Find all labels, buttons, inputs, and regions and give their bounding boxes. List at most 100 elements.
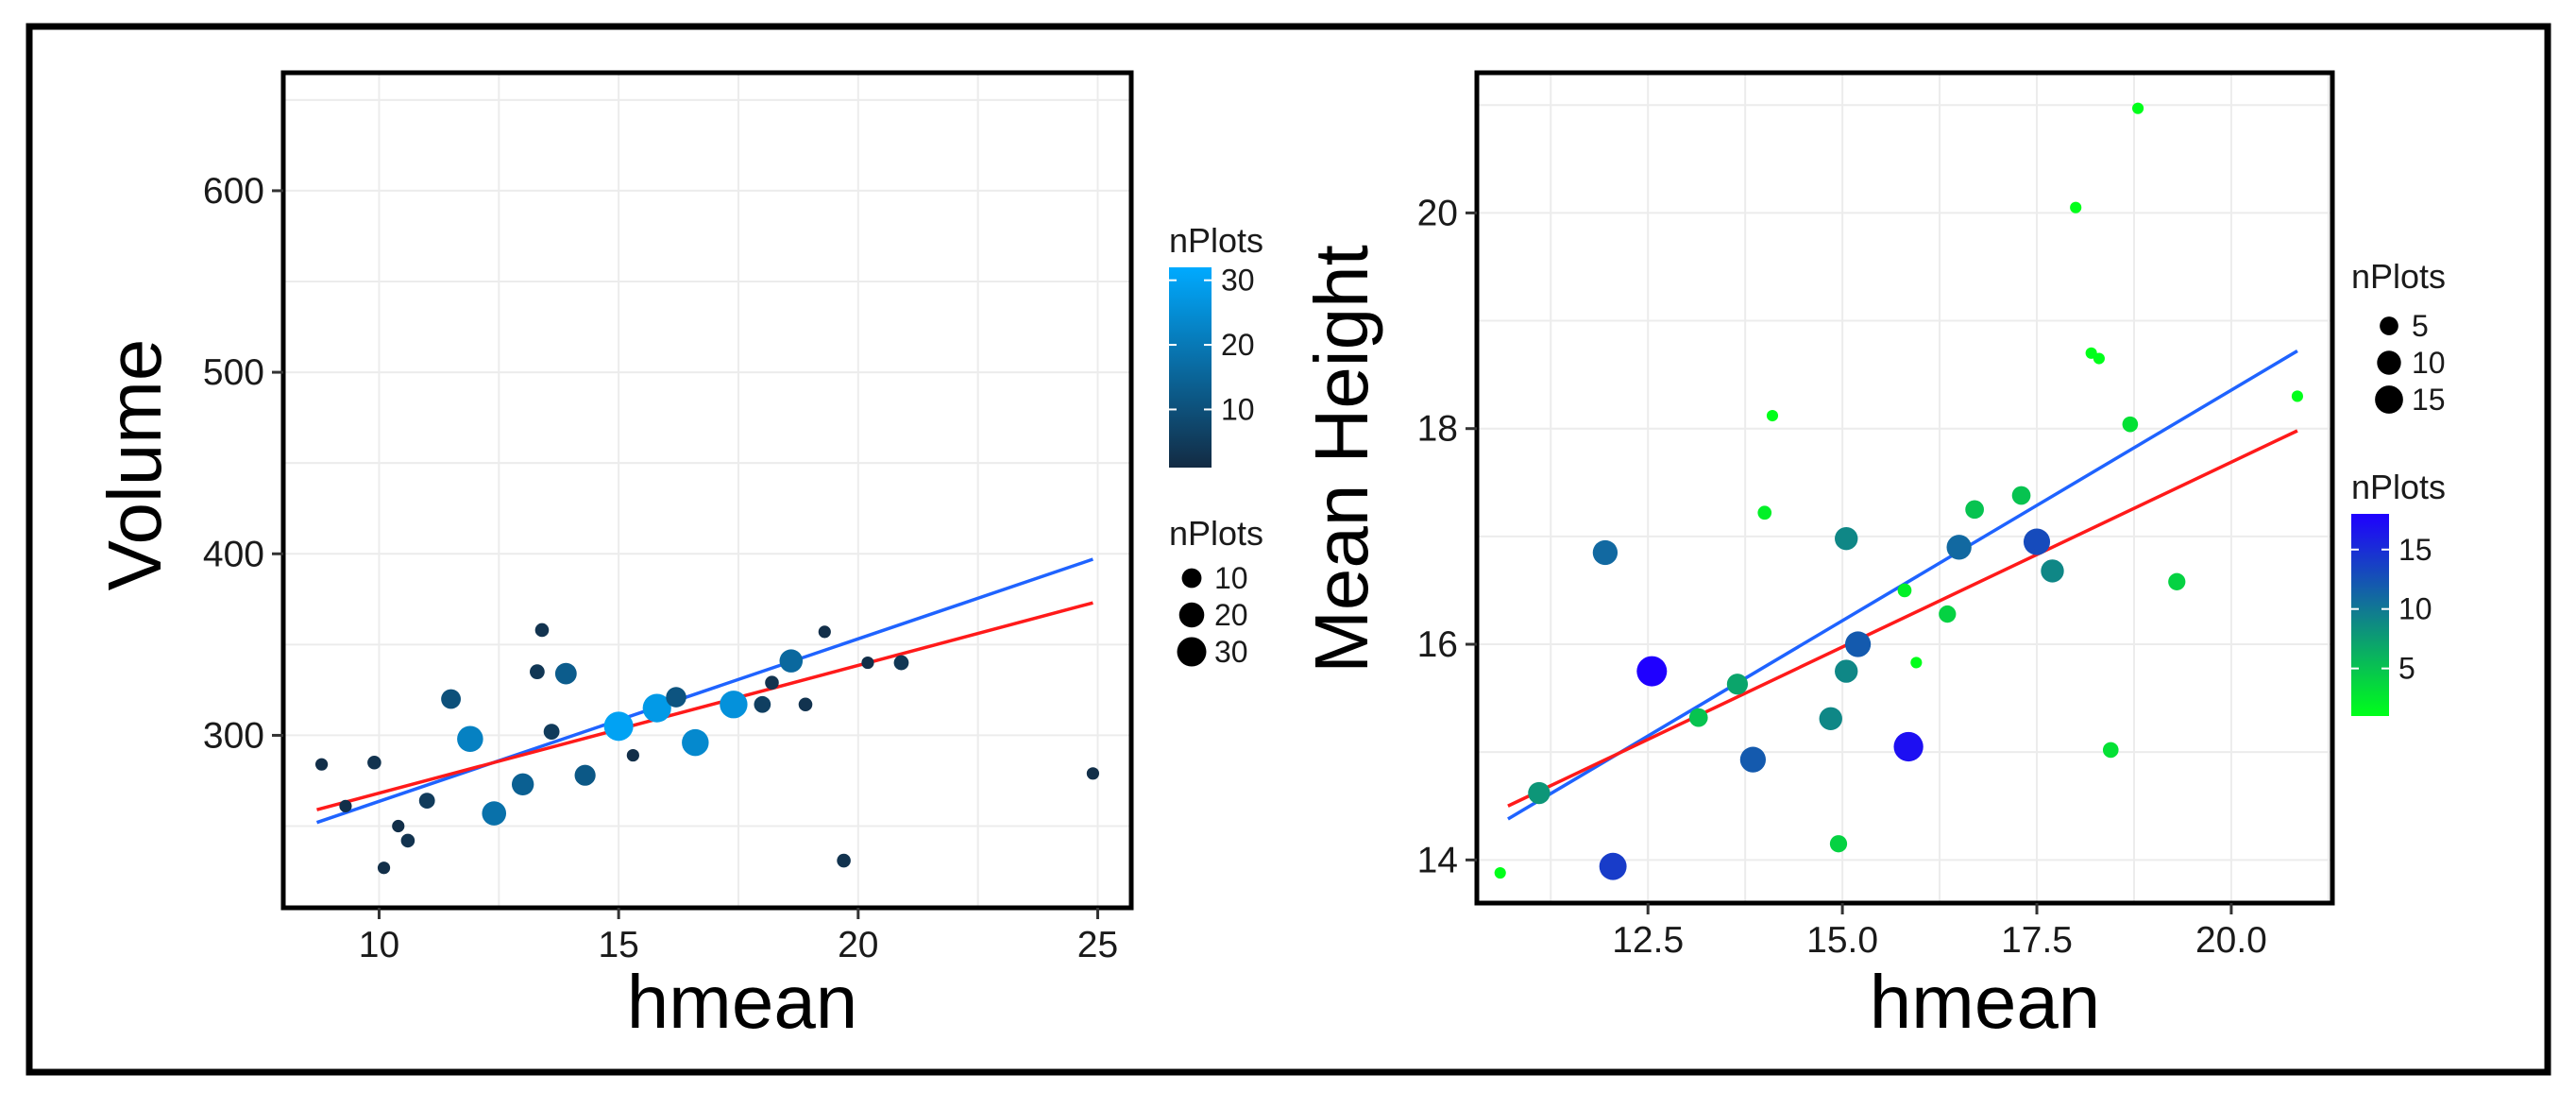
data-point bbox=[2093, 352, 2105, 365]
y-axis-title: Mean Height bbox=[1299, 245, 1383, 674]
x-tick-label: 20.0 bbox=[2195, 920, 2267, 961]
legend-size-key bbox=[1177, 637, 1207, 667]
y-ticks: 14 16 18 20 bbox=[1417, 193, 1477, 880]
data-point bbox=[2291, 390, 2304, 402]
data-point bbox=[534, 623, 550, 638]
gridlines bbox=[1477, 73, 2332, 903]
data-point bbox=[1766, 409, 1779, 422]
gridlines bbox=[283, 73, 1131, 908]
data-point bbox=[666, 687, 686, 708]
y-tick-label: 16 bbox=[1417, 624, 1458, 665]
data-point bbox=[377, 862, 391, 875]
data-point bbox=[1844, 631, 1872, 657]
data-point bbox=[2023, 528, 2051, 555]
data-point bbox=[2132, 102, 2144, 114]
data-point bbox=[441, 689, 461, 709]
data-point bbox=[482, 801, 507, 826]
data-point bbox=[2011, 486, 2031, 505]
data-point bbox=[2168, 572, 2186, 590]
x-tick-label: 10 bbox=[359, 925, 399, 965]
y-tick-label: 14 bbox=[1417, 840, 1458, 880]
fit-lines bbox=[315, 557, 1093, 825]
data-point bbox=[1965, 500, 1984, 520]
data-point bbox=[457, 725, 483, 753]
data-point bbox=[1893, 731, 1924, 762]
data-point bbox=[1599, 852, 1627, 880]
y-tick-label: 20 bbox=[1417, 193, 1458, 233]
data-point bbox=[603, 711, 634, 742]
x-ticks: 12.5 15.0 17.5 20.0 bbox=[1612, 903, 2267, 961]
data-point bbox=[1636, 656, 1668, 687]
data-point bbox=[400, 833, 415, 848]
data-point bbox=[1939, 605, 1957, 623]
y-tick-label: 400 bbox=[203, 534, 264, 574]
legend-size-key bbox=[2380, 316, 2398, 335]
x-tick-label: 17.5 bbox=[2001, 920, 2073, 961]
red-fit bbox=[1507, 429, 2298, 808]
legend-colorbar-label: 10 bbox=[2398, 592, 2432, 626]
data-point bbox=[1494, 866, 1506, 879]
data-point bbox=[798, 697, 813, 712]
data-point bbox=[2070, 201, 2082, 213]
legend-color-title: nPlots bbox=[2351, 468, 2446, 506]
legend-color-title: nPlots bbox=[1169, 221, 1263, 260]
data-point bbox=[754, 695, 771, 713]
data-point bbox=[1829, 835, 1848, 853]
legend-colorbar bbox=[2351, 514, 2389, 716]
legend-colorbar-label: 30 bbox=[1221, 264, 1255, 298]
data-point bbox=[543, 724, 560, 740]
data-point bbox=[339, 799, 352, 812]
data-point bbox=[314, 758, 329, 771]
data-point bbox=[720, 691, 748, 719]
data-point bbox=[2122, 416, 2139, 433]
data-point bbox=[392, 819, 405, 833]
y-axis-title: Volume bbox=[93, 339, 177, 591]
x-tick-label: 15.0 bbox=[1806, 920, 1878, 961]
data-point bbox=[2102, 742, 2119, 759]
data-point bbox=[1528, 781, 1551, 805]
data-point bbox=[682, 728, 709, 757]
legend-size-title: nPlots bbox=[2351, 257, 2446, 296]
data-point bbox=[1086, 767, 1100, 780]
data-point bbox=[1897, 583, 1912, 598]
plot-frame bbox=[1474, 70, 2335, 906]
x-tick-label: 12.5 bbox=[1612, 920, 1684, 961]
data-point bbox=[530, 664, 545, 680]
y-tick-label: 500 bbox=[203, 352, 264, 393]
x-axis-title: hmean bbox=[1870, 960, 2101, 1044]
data-point bbox=[818, 625, 831, 639]
y-ticks: 300 400 500 600 bbox=[203, 171, 283, 756]
y-tick-label: 600 bbox=[203, 171, 264, 212]
plot-frame bbox=[280, 70, 1134, 911]
data-point bbox=[1910, 657, 1923, 669]
data-point bbox=[861, 656, 874, 670]
data-point bbox=[893, 655, 909, 671]
data-point bbox=[554, 662, 577, 685]
data-point bbox=[1739, 746, 1767, 773]
x-tick-label: 15 bbox=[598, 925, 638, 965]
legend-size-label: 5 bbox=[2412, 309, 2429, 343]
plot-panel bbox=[1477, 73, 2332, 903]
data-point bbox=[837, 853, 851, 868]
legend-size-label: 10 bbox=[2412, 346, 2446, 380]
x-tick-label: 25 bbox=[1077, 925, 1118, 965]
red-fit bbox=[316, 601, 1093, 811]
legend-size-title: nPlots bbox=[1169, 514, 1263, 553]
legend-colorbar bbox=[1169, 267, 1212, 468]
blue-fit bbox=[315, 557, 1093, 825]
legend-size-label: 10 bbox=[1214, 561, 1248, 595]
legend-size-key bbox=[2375, 385, 2403, 414]
data-point bbox=[1592, 539, 1618, 566]
chart-mean-height: 12.5 15.0 17.5 20.0 14 16 18 20 hmean Mean Hei… bbox=[1299, 70, 2446, 1044]
plot-panel bbox=[283, 73, 1131, 908]
legend-colorbar-label: 10 bbox=[1221, 392, 1255, 426]
data-point bbox=[1726, 674, 1749, 695]
data-point bbox=[765, 675, 779, 690]
data-point bbox=[1835, 526, 1858, 551]
data-point bbox=[626, 748, 639, 762]
data-point bbox=[1688, 708, 1708, 727]
data-point bbox=[1946, 535, 1972, 560]
chart-volume: 10 15 20 25 300 400 500 600 hmean Volume nPlot… bbox=[93, 70, 1263, 1044]
y-tick-label: 300 bbox=[203, 715, 264, 756]
